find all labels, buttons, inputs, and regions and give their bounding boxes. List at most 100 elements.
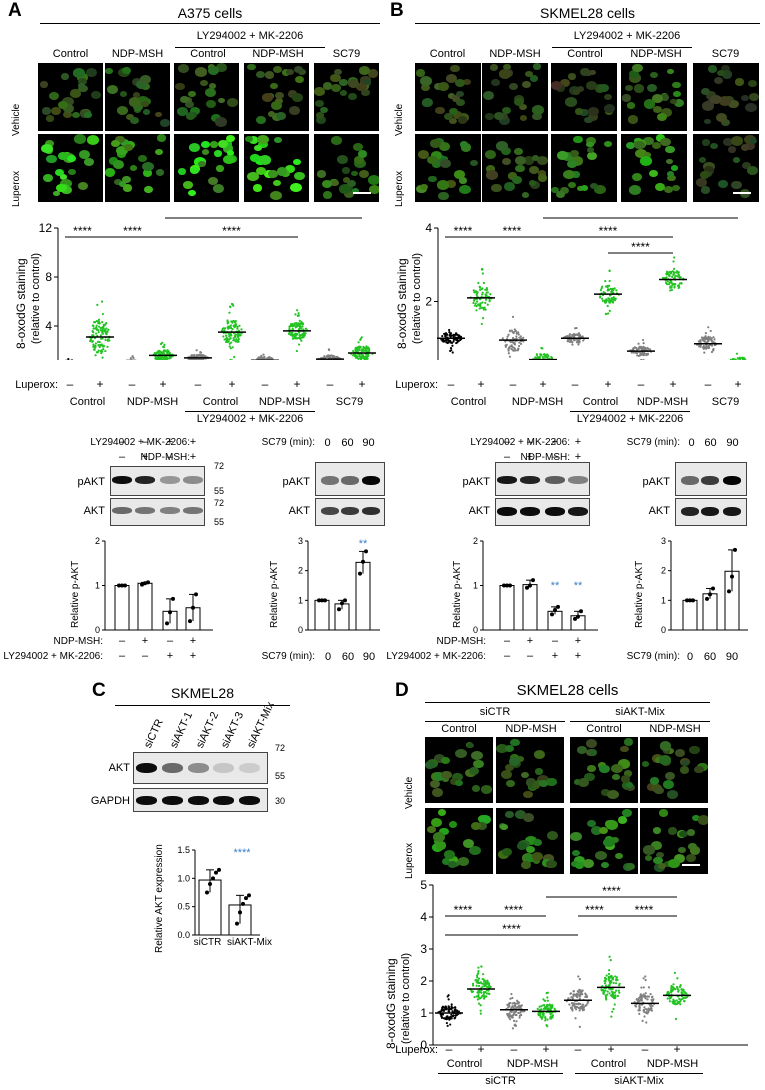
nucleus [60, 178, 72, 188]
nucleus [316, 170, 327, 178]
data-point [362, 354, 365, 357]
data-point [291, 327, 294, 331]
y-tick-label: 2 [425, 295, 432, 309]
data-point [488, 300, 491, 303]
nucleus [274, 136, 283, 143]
nucleus [52, 190, 60, 197]
data-point [673, 256, 676, 259]
wb-sign: + [141, 451, 149, 463]
wb-sign: – [166, 451, 174, 463]
nucleus [62, 96, 75, 107]
wb-band [723, 507, 741, 516]
data-point [610, 993, 614, 996]
nucleus [188, 91, 196, 98]
data-point [452, 1014, 455, 1017]
data-point [98, 340, 101, 344]
luperox-sign: – [574, 1042, 582, 1056]
data-point [297, 343, 301, 346]
luperox-sign: – [510, 1042, 518, 1056]
data-point [670, 987, 673, 990]
data-point [514, 329, 517, 332]
nucleus [330, 84, 341, 92]
data-point [535, 353, 538, 357]
data-point [481, 268, 484, 271]
nucleus [721, 65, 730, 73]
data-point [298, 333, 301, 337]
bar-point [705, 596, 709, 601]
data-point [666, 991, 669, 995]
sig-label: ** [551, 580, 560, 592]
a-bar1-r2: LY294002 + MK-2206: [3, 651, 103, 662]
data-point [199, 351, 203, 354]
wb-sign: – [551, 451, 559, 463]
data-point [101, 350, 104, 353]
luperox-sign: + [734, 377, 742, 391]
nucleus [444, 849, 456, 859]
data-point [93, 346, 96, 349]
nucleus [573, 856, 586, 866]
nucleus [68, 169, 77, 176]
y-tick-label: 4 [425, 221, 432, 235]
nucleus [586, 136, 596, 145]
micrograph-tile [174, 134, 239, 202]
nucleus [652, 827, 662, 834]
data-point [572, 993, 575, 996]
data-point [601, 285, 604, 288]
a-col-1: Control [52, 48, 89, 60]
data-point [608, 269, 611, 273]
nucleus [56, 183, 68, 193]
data-point [477, 966, 480, 969]
data-point [508, 355, 512, 358]
data-point [709, 329, 712, 333]
data-point [537, 1013, 540, 1016]
b-bar2-x90: 90 [725, 651, 739, 663]
data-point [534, 356, 537, 359]
data-point [570, 996, 573, 999]
nucleus [358, 170, 370, 179]
nucleus [449, 117, 457, 124]
nucleus [708, 65, 718, 73]
sig-label: **** [602, 884, 621, 898]
nucleus [125, 113, 134, 121]
nucleus [731, 136, 744, 146]
data-point [232, 324, 235, 327]
data-point [608, 279, 611, 283]
data-point [703, 351, 706, 354]
nucleus [710, 142, 719, 149]
sig-label: **** [635, 903, 654, 917]
nucleus [257, 134, 269, 144]
nucleus [506, 780, 515, 787]
lane-label: siAKT-2 [194, 710, 222, 751]
nucleus [341, 167, 350, 174]
data-point [607, 969, 611, 972]
data-point [641, 338, 645, 342]
nucleus [521, 860, 532, 870]
nucleus [455, 90, 465, 98]
data-point [585, 995, 588, 999]
nucleus [270, 191, 282, 201]
data-point [94, 354, 97, 357]
data-point [506, 1003, 509, 1006]
data-point [95, 326, 98, 329]
data-point [301, 334, 304, 338]
nucleus [532, 154, 540, 161]
b-col-1: Control [429, 48, 466, 60]
wb-band [362, 476, 380, 485]
data-point [677, 272, 680, 276]
data-point [474, 978, 478, 981]
bar-sign: + [574, 635, 582, 647]
data-point [477, 981, 480, 985]
nucleus [666, 790, 678, 800]
luperox-sign: – [128, 377, 136, 391]
nucleus [538, 780, 548, 788]
nucleus [686, 829, 695, 836]
data-point [358, 353, 361, 357]
nucleus [254, 144, 262, 151]
nucleus [459, 184, 471, 194]
data-point [577, 991, 581, 994]
data-point [697, 340, 700, 343]
nucleus [523, 790, 533, 799]
nucleus [214, 150, 223, 157]
nucleus [700, 186, 711, 194]
data-point [506, 1013, 510, 1016]
